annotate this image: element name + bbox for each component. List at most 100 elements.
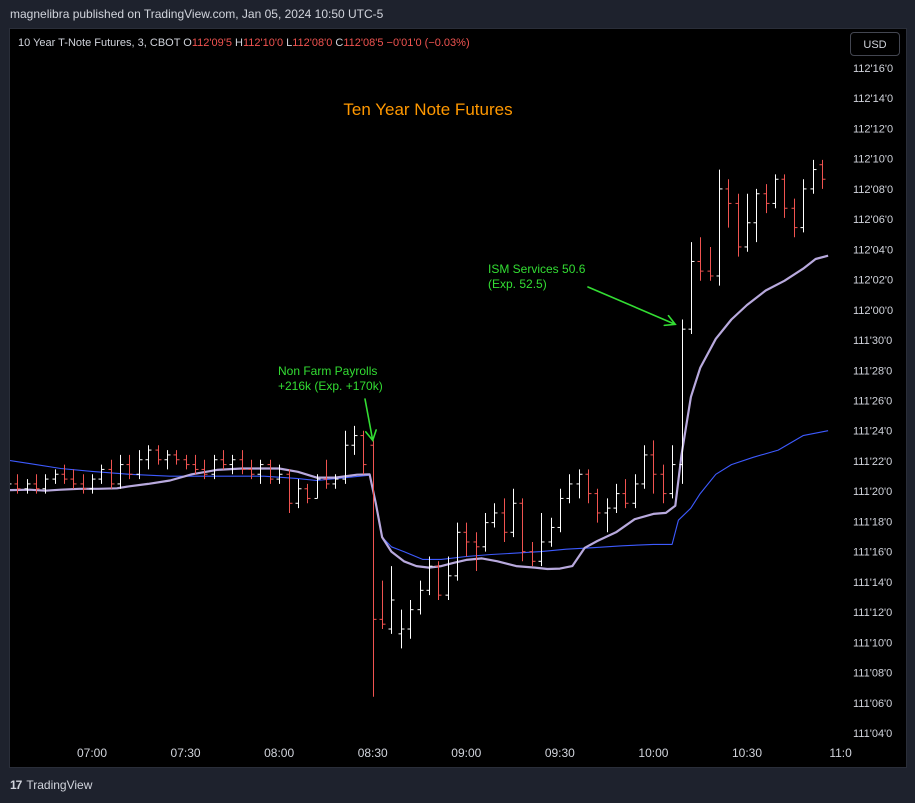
ohlc-bar (819, 159, 826, 189)
ohlc-bar (669, 445, 676, 499)
y-tick-label: 111'06'0 (853, 698, 892, 710)
x-tick-label: 07:30 (171, 746, 201, 760)
y-tick-label: 111'28'0 (853, 365, 892, 377)
x-tick-label: 09:00 (451, 746, 481, 760)
ohlc-bar (632, 474, 639, 509)
chart-title: Ten Year Note Futures (343, 100, 512, 119)
publish-line: magnelibra published on TradingView.com,… (10, 7, 384, 21)
ohlc-bar (370, 440, 377, 697)
ohlc-bar (164, 450, 171, 470)
y-tick-label: 112'12'0 (853, 123, 893, 135)
ohlc-bar (192, 454, 199, 475)
y-tick-label: 111'12'0 (853, 607, 892, 619)
ohlc-bar (155, 445, 162, 465)
ohlc-bar (239, 450, 246, 475)
x-tick-label: 10:30 (732, 746, 762, 760)
y-tick-label: 111'10'0 (853, 637, 892, 649)
ohlc-bar (725, 179, 732, 228)
ohlc-bar (763, 184, 770, 214)
legend-change: −0'01'0 (−0.03%) (387, 37, 470, 49)
ohlc-bar (501, 498, 508, 542)
ohlc-bar (538, 512, 545, 567)
ohlc-bar (14, 474, 21, 494)
ohlc-bar (650, 440, 657, 494)
ohlc-bar (286, 469, 293, 513)
ohlc-bar (201, 459, 208, 480)
ohlc-bar (445, 556, 452, 600)
ohlc-bar (388, 566, 395, 634)
ohlc-bar (566, 474, 573, 504)
x-tick-label: 07:00 (77, 746, 107, 760)
ohlc-bar (52, 469, 59, 484)
ohlc-bar (529, 541, 536, 567)
ohlc-bar (604, 498, 611, 533)
y-tick-label: 111'22'0 (853, 456, 892, 468)
tradingview-logo[interactable]: 17 TradingView (10, 778, 92, 792)
ohlc-bar (33, 474, 40, 494)
ohlc-bar (108, 459, 115, 489)
annotation-text: Non Farm Payrolls (278, 364, 377, 378)
y-tick-label: 112'10'0 (853, 154, 893, 166)
ohlc-bar (688, 242, 695, 334)
ohlc-bar (379, 580, 386, 630)
ohlc-bar (24, 479, 31, 494)
ohlc-bar (594, 488, 601, 523)
ohlc-bar (117, 454, 124, 489)
annotation-arrow (587, 286, 677, 327)
ohlc-bar (276, 464, 283, 484)
ohlc-bar (267, 459, 274, 484)
ohlc-bar (510, 488, 517, 538)
ohlc-bar (80, 474, 87, 494)
ohlc-bar (463, 522, 470, 557)
y-tick-label: 111'20'0 (853, 486, 892, 498)
x-tick-label: 08:30 (358, 746, 388, 760)
legend-high-label: H (235, 37, 243, 49)
ohlc-bar (810, 159, 817, 194)
ohlc-bar (342, 430, 349, 484)
y-tick-label: 112'08'0 (853, 184, 893, 196)
legend-high-value: 112'10'0 (243, 37, 286, 49)
ohlc-bar (136, 450, 143, 480)
ohlc-bar (679, 319, 686, 484)
ohlc-bar (585, 469, 592, 504)
ohlc-bar (454, 522, 461, 581)
ohlc-bar (800, 179, 807, 233)
x-tick-label: 11:0 (829, 746, 852, 760)
chart-legend: 10 Year T-Note Futures, 3, CBOT O112'09'… (18, 37, 470, 49)
ohlc-bar (576, 469, 583, 499)
ohlc-bar (622, 479, 629, 509)
price-chart[interactable]: 10 Year T-Note Futures, 3, CBOT O112'09'… (10, 29, 906, 767)
ohlc-bar (295, 479, 302, 509)
footer-bar (0, 770, 915, 803)
ohlc-bar (145, 445, 152, 470)
ohlc-bar (707, 246, 714, 281)
ohlc-bar (791, 198, 798, 238)
ohlc-bar (351, 425, 358, 455)
ohlc-bar (98, 464, 105, 484)
currency-button[interactable]: USD (850, 32, 900, 56)
y-tick-label: 111'04'0 (853, 728, 892, 740)
ohlc-bar (473, 532, 480, 571)
ohlc-bar (407, 600, 414, 639)
legend-low-value: 112'08'0 (292, 37, 335, 49)
ohlc-bar (548, 517, 555, 547)
x-tick-label: 09:30 (545, 746, 575, 760)
x-tick-label: 08:00 (264, 746, 294, 760)
ohlc-bar (641, 445, 648, 489)
y-tick-label: 112'00'0 (853, 305, 893, 317)
ohlc-bar (482, 512, 489, 552)
ohlc-bar (314, 474, 321, 499)
y-tick-label: 111'30'0 (853, 335, 892, 347)
vwap-line (10, 254, 829, 571)
legend-symbol: 10 Year T-Note Futures, 3, CBOT (18, 37, 183, 49)
ohlc-bar (557, 488, 564, 533)
y-tick-label: 111'08'0 (853, 668, 892, 680)
ohlc-bar (426, 556, 433, 596)
y-tick-label: 111'18'0 (853, 516, 892, 528)
legend-open-value: 112'09'5 (192, 37, 235, 49)
ohlc-bar (519, 498, 526, 562)
ohlc-bar (126, 454, 133, 480)
ohlc-bar (10, 483, 12, 485)
annotation-text: ISM Services 50.6 (488, 262, 586, 276)
ohlc-bar (753, 188, 760, 243)
